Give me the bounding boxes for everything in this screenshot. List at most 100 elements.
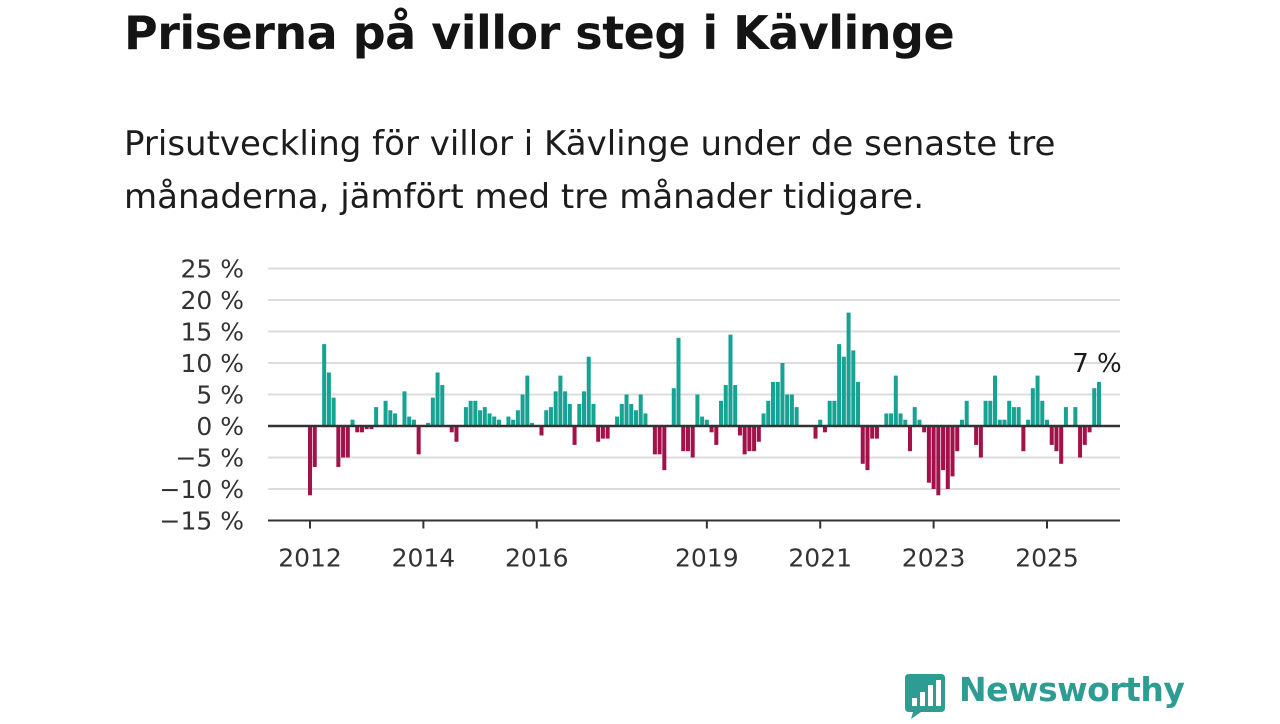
bar	[1082, 426, 1087, 445]
x-tick-labels: 2012 2014 2016 2019 2021 2023 2025	[278, 544, 1079, 573]
bar	[955, 426, 960, 452]
bar	[383, 400, 388, 426]
bar	[548, 407, 553, 426]
bar	[553, 391, 558, 426]
bar	[633, 410, 638, 426]
bar	[719, 400, 724, 426]
bar	[468, 400, 473, 426]
bar	[496, 419, 501, 426]
gridlines	[268, 267, 1120, 490]
bar	[1073, 407, 1078, 426]
bar	[851, 350, 856, 426]
bar	[695, 394, 700, 426]
bar	[652, 426, 657, 455]
bar	[723, 385, 728, 426]
bar	[478, 410, 483, 426]
bar	[884, 413, 889, 426]
x-tick-label: 2012	[278, 544, 342, 573]
bar	[341, 426, 346, 458]
bar	[577, 403, 582, 426]
bar	[407, 416, 412, 426]
bar	[331, 397, 336, 426]
bar	[747, 426, 752, 452]
bar	[770, 381, 775, 426]
x-tick-label: 2023	[902, 544, 966, 573]
y-tick-label: 10 %	[180, 349, 244, 378]
bar	[416, 426, 421, 455]
bar	[619, 403, 624, 426]
bar	[1002, 419, 1007, 426]
bar	[359, 426, 364, 433]
bar	[567, 403, 572, 426]
bar	[369, 426, 374, 430]
bar	[931, 426, 936, 489]
newsworthy-chart-bubble-icon	[905, 674, 945, 719]
bar	[572, 426, 577, 445]
bar	[1078, 426, 1083, 458]
bar	[605, 426, 610, 439]
bar	[704, 419, 709, 426]
x-tick-label: 2021	[788, 544, 852, 573]
bar	[662, 426, 667, 471]
bar	[837, 344, 842, 426]
y-tick-label: 5 %	[196, 381, 244, 410]
bar	[657, 426, 662, 455]
bar	[1040, 400, 1045, 426]
bar	[520, 394, 525, 426]
bar	[775, 381, 780, 426]
bar	[752, 426, 757, 452]
bar-chart: 25 %20 % 15 %10 % 5 %0 % −5 %−10 % −15 % 201…	[160, 255, 1122, 573]
bar	[860, 426, 865, 464]
bar	[473, 400, 478, 426]
bar	[638, 394, 643, 426]
bar	[492, 416, 497, 426]
bar	[615, 416, 620, 426]
bar	[1026, 419, 1031, 426]
bar	[591, 403, 596, 426]
bar	[364, 426, 369, 430]
y-tick-label: −5 %	[175, 444, 244, 473]
bar	[870, 426, 875, 439]
bar	[487, 413, 492, 426]
bar	[643, 413, 648, 426]
bar	[345, 426, 350, 458]
bar	[1087, 426, 1092, 433]
bar	[827, 400, 832, 426]
bar	[785, 394, 790, 426]
bar	[832, 400, 837, 426]
bar	[714, 426, 719, 445]
bar	[435, 372, 440, 426]
axes	[268, 424, 1120, 529]
bar	[596, 426, 601, 442]
y-tick-label: −15 %	[160, 507, 244, 536]
bar	[898, 413, 903, 426]
x-tick-label: 2019	[675, 544, 739, 573]
y-tick-labels: 25 %20 % 15 %10 % 5 %0 % −5 %−10 % −15 %	[160, 255, 244, 536]
bar	[1007, 400, 1012, 426]
bar	[988, 400, 993, 426]
bar	[586, 356, 591, 426]
y-tick-label: 25 %	[180, 255, 244, 284]
bar	[402, 391, 407, 426]
bar	[388, 410, 393, 426]
bar	[454, 426, 459, 442]
y-tick-label: 20 %	[180, 286, 244, 315]
bar	[525, 375, 530, 426]
bar	[1054, 426, 1059, 452]
bar	[945, 426, 950, 489]
bar	[941, 426, 946, 471]
brand-name: Newsworthy	[959, 670, 1185, 709]
bar	[515, 410, 520, 426]
bar	[964, 400, 969, 426]
bar	[794, 407, 799, 426]
bar	[926, 426, 931, 483]
bar	[856, 381, 861, 426]
bar	[813, 426, 818, 439]
bar	[690, 426, 695, 458]
last-value-annotation: 7 %	[1072, 349, 1122, 379]
bar	[1096, 381, 1101, 426]
bar	[374, 407, 379, 426]
bar	[530, 422, 535, 426]
bar	[681, 426, 686, 452]
bar	[974, 426, 979, 445]
